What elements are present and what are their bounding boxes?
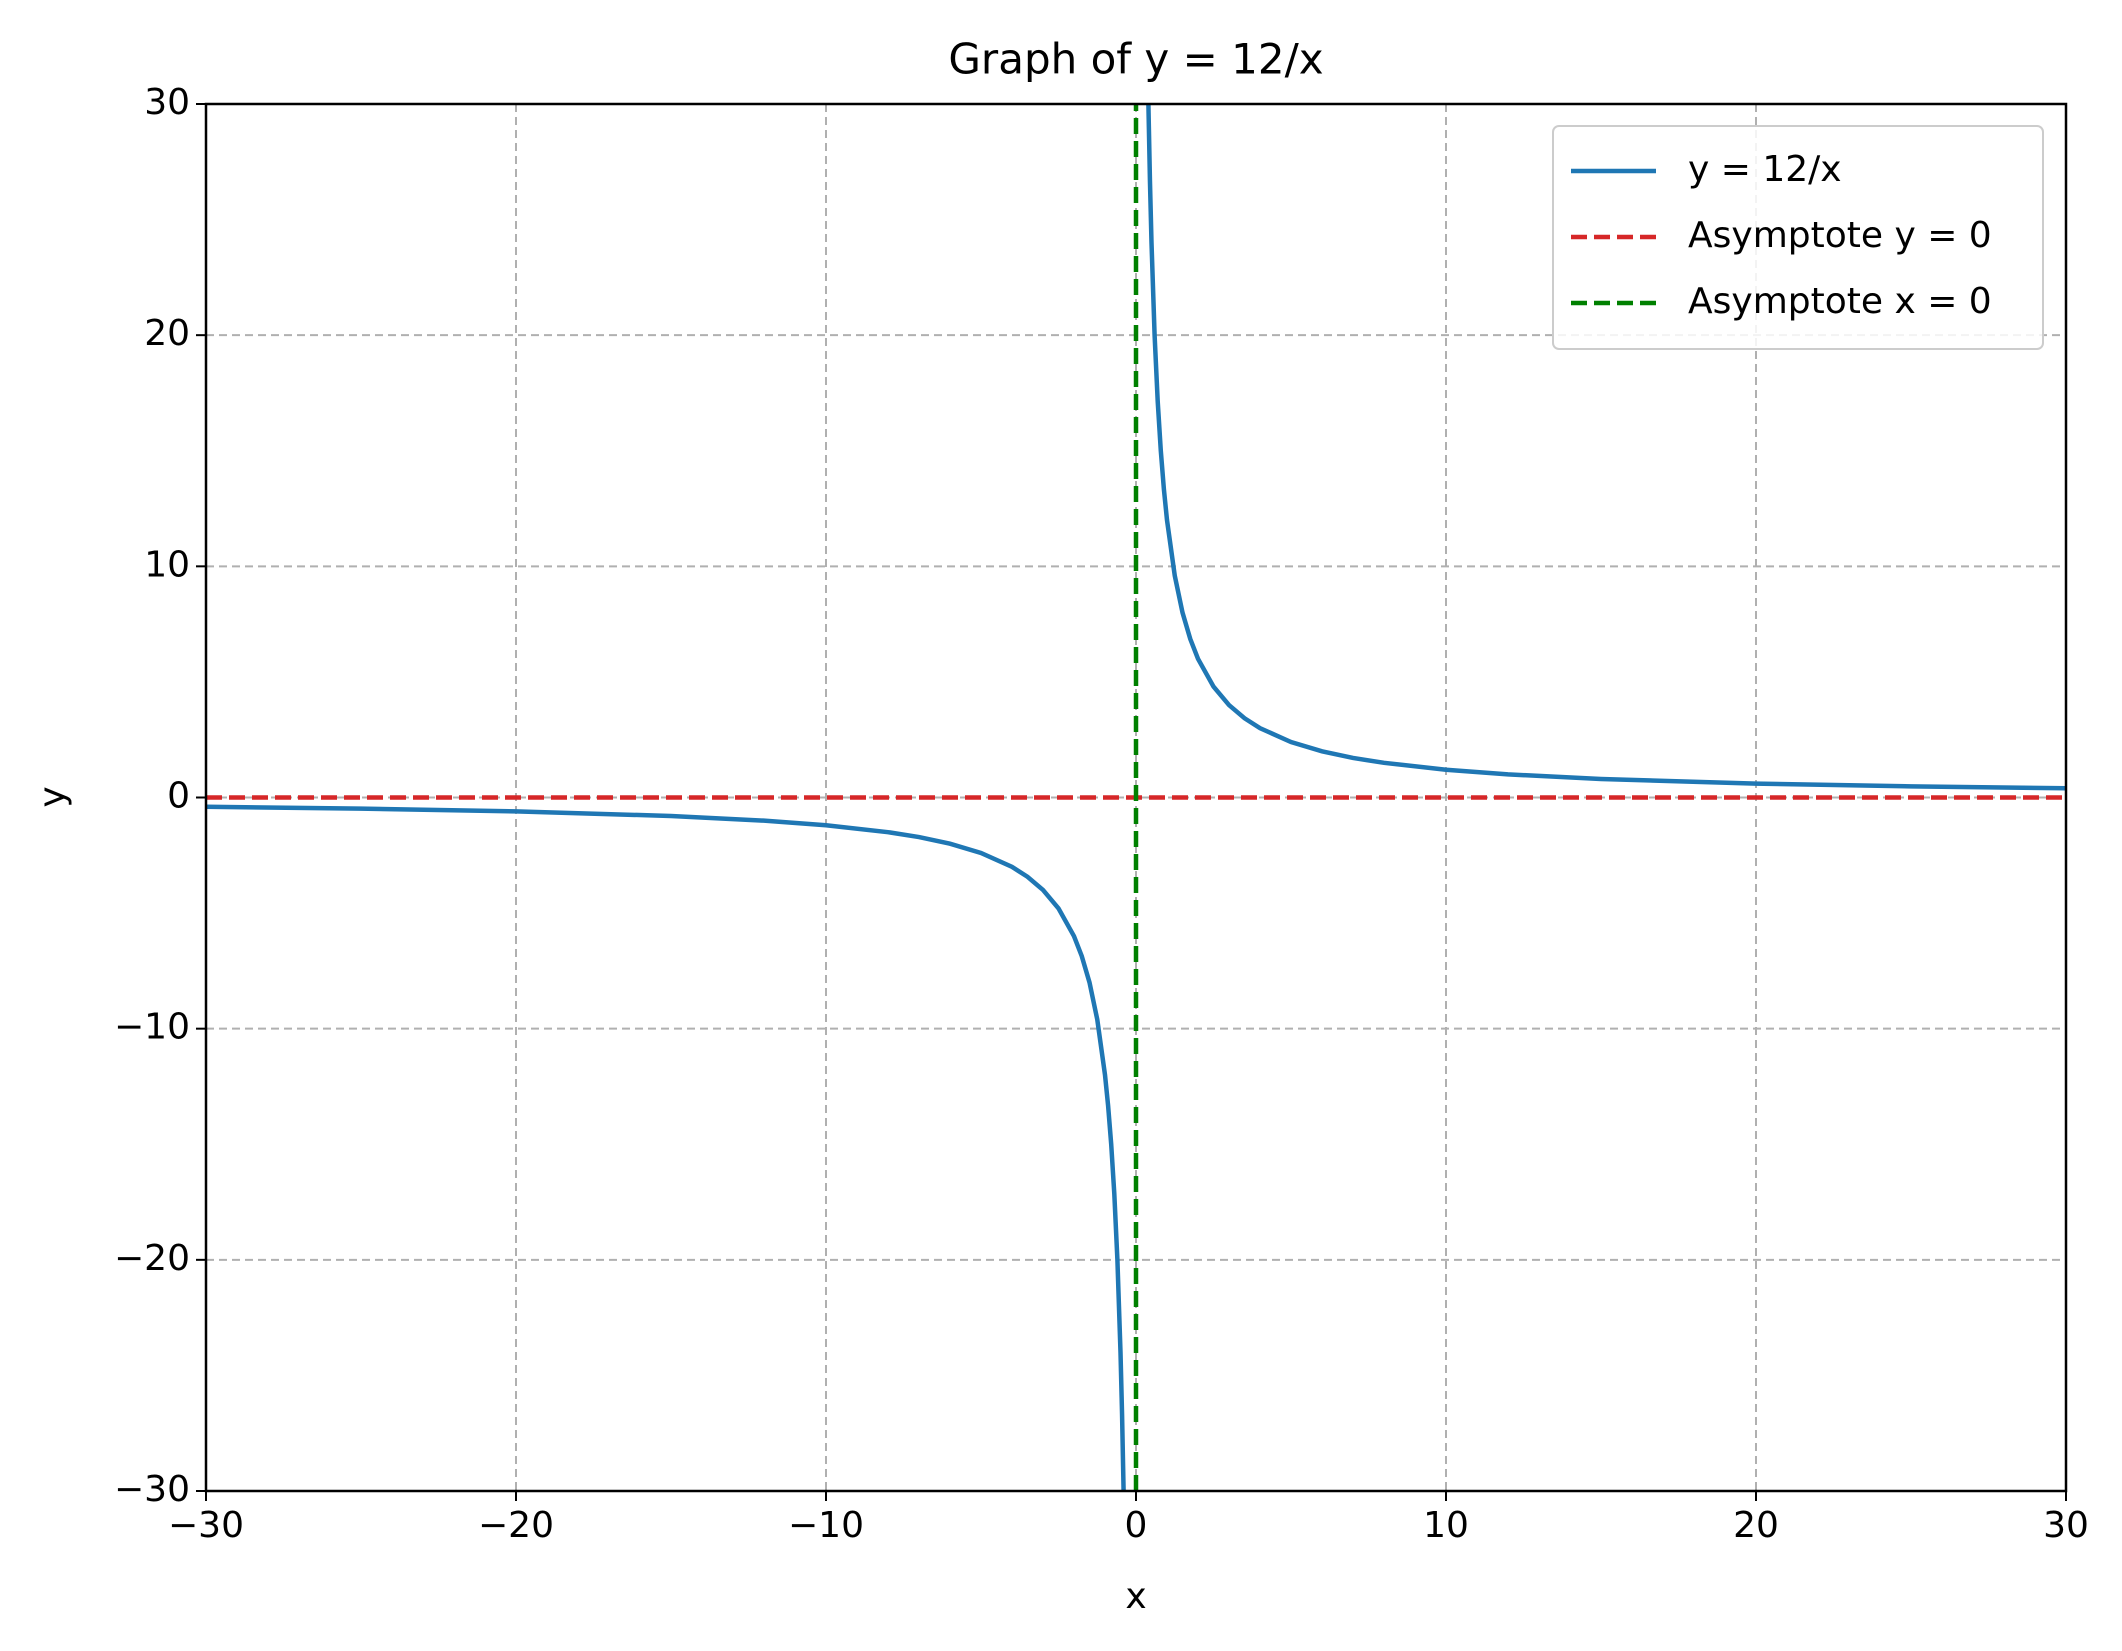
x-tick-label: −30 <box>168 1505 244 1546</box>
chart-title: Graph of y = 12/x <box>948 35 1323 84</box>
y-axis-label: y <box>32 786 73 807</box>
y-tick-label: 0 <box>167 776 190 817</box>
legend-box <box>1552 125 2044 350</box>
x-axis-label: x <box>1125 1576 1146 1617</box>
x-tick-label: 30 <box>2043 1505 2089 1546</box>
y-tick-label: 10 <box>144 544 190 585</box>
legend-label: Asymptote x = 0 <box>1688 281 1992 322</box>
y-tick-label: 30 <box>144 82 190 123</box>
x-tick-label: −10 <box>788 1505 864 1546</box>
legend-label: y = 12/x <box>1688 149 1842 190</box>
y-tick-label: −10 <box>114 1007 190 1048</box>
series-line <box>206 104 2066 1491</box>
y-tick-label: −20 <box>114 1238 190 1279</box>
x-tick-label: 0 <box>1125 1505 1148 1546</box>
x-tick-label: 20 <box>1733 1505 1779 1546</box>
x-tick-label: −20 <box>478 1505 554 1546</box>
plot-frame <box>204 102 2068 1493</box>
legend-label: Asymptote y = 0 <box>1688 215 1992 256</box>
y-tick-label: −30 <box>114 1469 190 1510</box>
x-tick-label: 10 <box>1423 1505 1469 1546</box>
y-tick-label: 20 <box>144 313 190 354</box>
